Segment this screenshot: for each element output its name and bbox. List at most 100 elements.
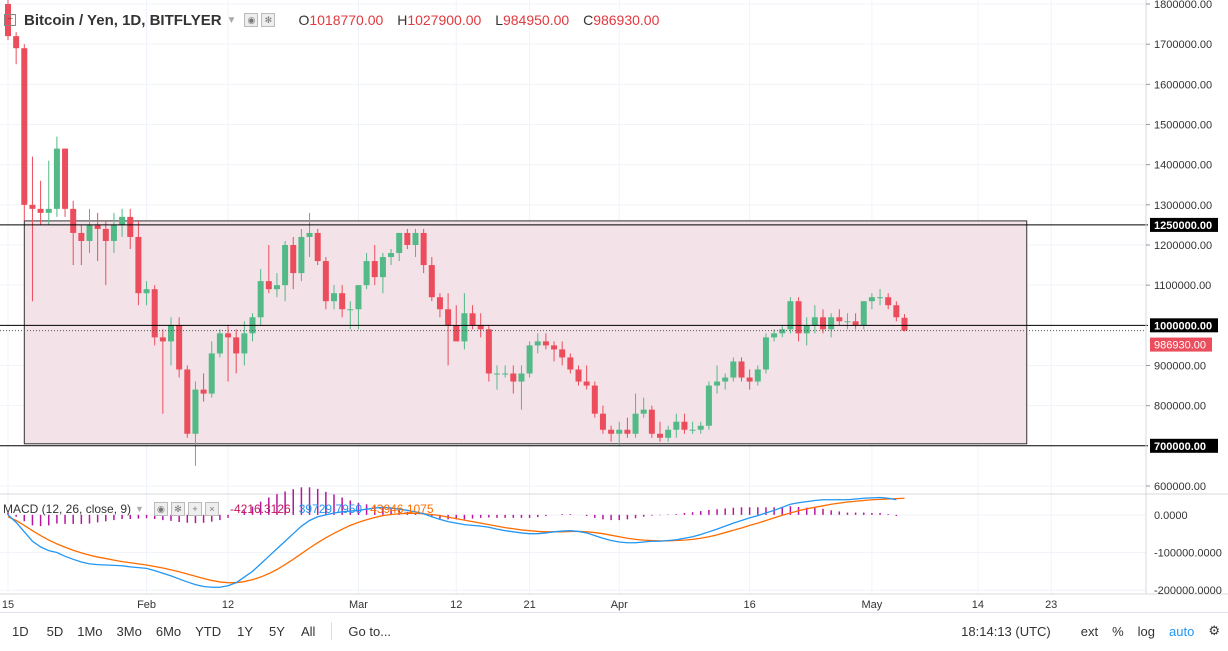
candle-body [746, 377, 753, 382]
gear-icon[interactable]: ✻ [170, 502, 185, 516]
timeframe-6mo[interactable]: 6Mo [155, 623, 182, 639]
candle-body [779, 329, 786, 334]
percent-toggle[interactable]: % [1112, 623, 1124, 639]
candle-body [624, 429, 631, 434]
candle-body [184, 369, 191, 434]
time-axis-label: 21 [523, 599, 535, 611]
symbol-title[interactable]: Bitcoin / Yen, 1D, BITFLYER [24, 11, 222, 29]
price-axis-label: 1500000.00 [1154, 120, 1212, 132]
candle-body [273, 285, 280, 290]
candle-body [599, 413, 606, 430]
candle-body [45, 208, 52, 213]
candle-body [844, 321, 851, 323]
log-toggle[interactable]: log [1137, 623, 1156, 639]
macd-axis-label: -200000.0000 [1154, 585, 1222, 597]
low-label: L [495, 12, 503, 28]
candle-body [265, 281, 272, 290]
candle-body [730, 361, 737, 378]
macd-line [7, 496, 897, 588]
candle-body [705, 385, 712, 426]
candle-body [526, 345, 533, 374]
candle-body [282, 244, 289, 286]
candle-body [233, 337, 240, 354]
timeframe-ytd[interactable]: YTD [195, 623, 222, 639]
symbol-header: − Bitcoin / Yen, 1D, BITFLYER ▼ ◉ ✻ O101… [0, 8, 659, 32]
price-axis-label: 900000.00 [1154, 360, 1206, 372]
time-axis-label: 15 [2, 599, 14, 611]
timeframe-1mo[interactable]: 1Mo [77, 623, 103, 639]
candle-body [62, 148, 69, 209]
candle-body [494, 373, 500, 375]
eye-icon[interactable]: ◉ [153, 502, 168, 516]
chevron-down-icon[interactable]: ▼ [226, 14, 237, 26]
candle-body [828, 317, 835, 330]
candle-body [877, 297, 884, 299]
bottom-toolbar: 1D 5D 1Mo 3Mo 6Mo YTD 1Y 5Y All Go to...… [0, 612, 1228, 649]
goto-button[interactable]: Go to... [348, 623, 392, 639]
candle-body [868, 297, 875, 302]
candle-body [151, 289, 158, 338]
macd-name[interactable]: MACD (12, 26, close, 9) [3, 502, 132, 516]
candle-body [461, 313, 468, 342]
candle-body [298, 236, 305, 274]
candle-body [412, 232, 419, 245]
candle-body [396, 232, 403, 254]
timeframe-1d[interactable]: 1D [12, 623, 29, 639]
level-tag-bg [1150, 217, 1218, 232]
plus-icon[interactable]: + [187, 502, 202, 516]
candle-body [510, 373, 517, 382]
candle-body [722, 377, 729, 382]
candle-body [836, 317, 843, 322]
candle-body [168, 325, 174, 342]
macd-axis-label: 0.0000 [1154, 510, 1188, 522]
ohlc-readout: O1018770.00 H1027900.00 L984950.00 C9869… [288, 12, 659, 28]
close-value: 986930.00 [593, 12, 660, 28]
candle-body [13, 36, 20, 49]
candle-body [53, 148, 60, 209]
timeframe-3mo[interactable]: 3Mo [116, 623, 142, 639]
eye-icon[interactable]: ◉ [244, 13, 259, 27]
price-axis-label: 1400000.00 [1154, 160, 1212, 172]
price-axis-label: 1600000.00 [1154, 79, 1212, 91]
chevron-down-icon[interactable]: ▼ [135, 504, 144, 514]
candle-body [86, 224, 93, 241]
price-axis-label: 1300000.00 [1154, 200, 1212, 212]
candle-body [485, 329, 492, 374]
candle-body [542, 341, 549, 346]
low-value: 984950.00 [502, 12, 570, 28]
clock[interactable]: 18:14:13 (UTC) [961, 623, 1051, 639]
timeframe-all[interactable]: All [300, 623, 316, 639]
candle-body [388, 253, 395, 258]
candle-body [518, 373, 525, 382]
candle-body [322, 261, 329, 302]
candle-body [314, 232, 321, 262]
price-chart[interactable]: 1800000.00 1700000.00 1600000.00 1500000.00… [0, 0, 1228, 612]
macd-axis-label: -100000.0000 [1154, 548, 1222, 560]
candle-body [379, 257, 386, 278]
open-value: 1018770.00 [309, 12, 384, 28]
candle-body [331, 293, 337, 302]
candle-body [860, 301, 867, 326]
candle-body [290, 244, 297, 274]
candle-body [469, 313, 476, 326]
candle-body [29, 204, 36, 209]
timeframe-5d[interactable]: 5D [46, 623, 64, 639]
gear-icon[interactable]: ✻ [261, 13, 276, 27]
settings-icon[interactable]: ⚙ [1208, 623, 1220, 638]
auto-toggle[interactable]: auto [1169, 623, 1195, 639]
time-axis-label: Apr [611, 599, 628, 611]
price-axis-label: 1100000.00 [1154, 280, 1211, 292]
ext-toggle[interactable]: ext [1080, 623, 1099, 639]
timeframe-5y[interactable]: 5Y [269, 623, 285, 639]
candle-body [225, 333, 232, 338]
collapse-icon[interactable]: − [4, 14, 16, 26]
macd-line-value: 39729.7950 [298, 502, 363, 516]
candle-body [159, 337, 166, 342]
candle-body [771, 333, 778, 338]
close-icon[interactable]: × [204, 502, 219, 516]
candle-body [355, 285, 362, 310]
candle-body [689, 429, 696, 431]
candle-body [445, 309, 452, 326]
candle-body [608, 429, 615, 434]
timeframe-1y[interactable]: 1Y [237, 623, 254, 639]
